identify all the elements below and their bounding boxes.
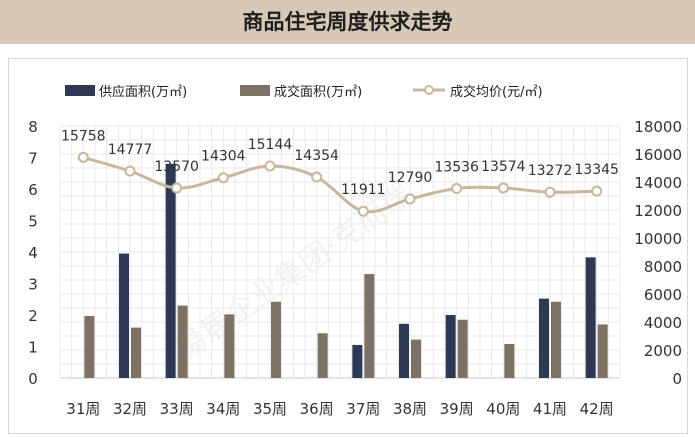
data-label-avg-price: 12790 <box>388 170 433 186</box>
point-avg-price <box>544 186 556 198</box>
legend-label-supply: 供应面积(万㎡) <box>99 84 188 100</box>
point-avg-price <box>217 172 229 184</box>
bar-deal-area <box>551 301 561 378</box>
y-right-tick-label: 14000 <box>634 174 682 192</box>
data-label-avg-price: 11911 <box>341 182 386 198</box>
legend-label-deal-area: 成交面积(万㎡) <box>274 84 363 100</box>
y-right-tick-label: 0 <box>672 370 682 388</box>
watermark-text: 易居企业集团·克而瑞 <box>170 178 419 367</box>
legend-item-deal-area: 成交面积(万㎡) <box>240 80 362 100</box>
data-label-avg-price: 14777 <box>108 142 153 158</box>
legend-item-avg-price: 成交均价(元/㎡) <box>412 80 543 100</box>
y-left-tick-label: 4 <box>28 244 38 262</box>
y-left-tick-label: 3 <box>28 276 38 294</box>
y-right-tick-label: 18000 <box>634 118 682 136</box>
bar-supply <box>165 163 176 378</box>
chart-title: 商品住宅周度供求走势 <box>242 10 453 34</box>
x-tick-label: 31周 <box>66 400 100 418</box>
point-avg-price <box>404 193 416 205</box>
y-left-tick-label: 2 <box>28 307 38 325</box>
bar-supply <box>539 298 549 378</box>
x-tick-label: 36周 <box>300 400 334 418</box>
data-label-avg-price: 14354 <box>294 148 339 164</box>
data-label-avg-price: 15144 <box>248 137 293 153</box>
point-avg-price <box>497 182 509 194</box>
data-label-avg-price: 13574 <box>481 159 526 175</box>
bar-deal-area <box>317 333 328 378</box>
x-tick-label: 40周 <box>486 400 520 418</box>
data-label-avg-price: 13345 <box>574 162 619 178</box>
y-left-tick-label: 7 <box>28 150 38 168</box>
x-tick-label: 33周 <box>160 400 194 418</box>
data-label-avg-price: 13536 <box>434 159 479 175</box>
legend-swatch-deal-area <box>240 84 270 96</box>
y-right-tick-label: 16000 <box>634 146 682 164</box>
bar-supply <box>119 253 129 378</box>
y-right-tick-label: 10000 <box>634 230 682 248</box>
legend-swatch-avg-price <box>413 85 445 95</box>
data-label-avg-price: 14304 <box>201 149 246 165</box>
legend-label-avg-price: 成交均价(元/㎡) <box>450 84 543 100</box>
point-avg-price <box>77 151 89 163</box>
point-avg-price <box>124 165 136 177</box>
data-label-avg-price: 13570 <box>154 159 199 175</box>
point-avg-price <box>451 182 463 194</box>
x-tick-label: 34周 <box>206 400 240 418</box>
bar-supply <box>445 315 456 378</box>
y-left-tick-label: 5 <box>28 213 38 231</box>
legend-item-supply: 供应面积(万㎡) <box>65 80 187 100</box>
bar-deal-area <box>364 274 375 378</box>
x-tick-label: 32周 <box>113 400 147 418</box>
title-bar <box>0 0 695 44</box>
y-left-tick-label: 8 <box>28 118 38 136</box>
x-tick-label: 37周 <box>346 400 380 418</box>
x-tick-label: 38周 <box>393 400 427 418</box>
bar-supply <box>352 344 363 378</box>
data-label-avg-price: 15758 <box>61 128 106 144</box>
y-right-tick-label: 8000 <box>644 258 682 276</box>
point-avg-price <box>171 182 183 194</box>
bar-deal-area <box>131 327 141 378</box>
bar-deal-area <box>597 324 608 378</box>
bar-deal-area <box>271 301 281 378</box>
point-avg-price <box>357 205 369 217</box>
y-right-tick-label: 2000 <box>644 342 682 360</box>
bar-supply <box>399 323 409 378</box>
point-avg-price <box>264 160 276 172</box>
bar-deal-area <box>457 319 468 378</box>
point-avg-price <box>591 185 603 197</box>
legend-swatch-supply <box>65 84 95 96</box>
y-left-tick-label: 0 <box>28 370 38 388</box>
bar-deal-area <box>224 314 235 378</box>
x-tick-label: 42周 <box>580 400 614 418</box>
bar-deal-area <box>84 315 95 378</box>
y-right-tick-label: 12000 <box>634 202 682 220</box>
y-right-tick-label: 4000 <box>644 314 682 332</box>
bar-supply <box>585 257 596 378</box>
y-left-tick-label: 6 <box>28 181 38 199</box>
point-avg-price <box>311 171 323 183</box>
bar-deal-area <box>177 305 188 378</box>
bar-deal-area <box>411 339 421 378</box>
y-left-tick-label: 1 <box>28 339 38 357</box>
data-label-avg-price: 13272 <box>528 163 573 179</box>
x-tick-label: 35周 <box>253 400 287 418</box>
bar-deal-area <box>504 343 515 378</box>
y-right-tick-label: 6000 <box>644 286 682 304</box>
x-tick-label: 41周 <box>533 400 567 418</box>
x-tick-label: 39周 <box>440 400 474 418</box>
